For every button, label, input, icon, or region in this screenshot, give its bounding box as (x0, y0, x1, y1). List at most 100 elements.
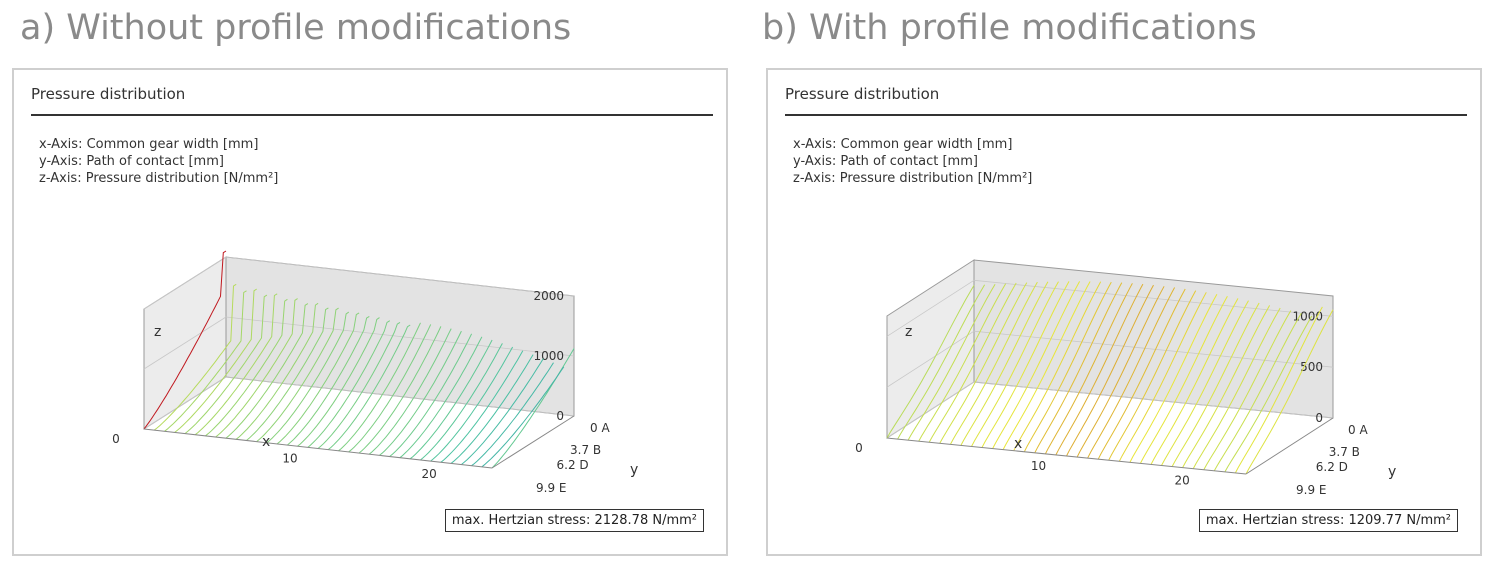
surface-curve (471, 362, 554, 467)
base-edge (886, 437, 1247, 475)
surface-curve (1171, 302, 1260, 467)
z-gridline (143, 316, 227, 370)
z-gridline (225, 316, 575, 357)
surface-curve (297, 317, 380, 447)
surface-curve (368, 328, 452, 455)
x-tick-label: 20 (422, 467, 437, 481)
surface-curve (225, 303, 309, 439)
z-tick-label: 1000 (533, 349, 564, 363)
surface-curve (1139, 295, 1228, 464)
surface-curve (960, 281, 1049, 446)
surface-curve (1213, 312, 1302, 472)
surface-curve (481, 366, 565, 468)
surface-curve (1002, 281, 1091, 450)
surface-curve (399, 336, 483, 459)
surface-curve (420, 343, 503, 461)
surface-curve (1013, 281, 1102, 451)
surface-curve (327, 324, 411, 450)
max-stress-label: max. Hertzian stress: 1209.77 N/mm² (1198, 509, 1458, 532)
x-axis-label: x (1014, 436, 1022, 452)
base-edge (143, 428, 493, 469)
y-tick-label: 6.2 D (1316, 460, 1348, 474)
surface-curve (1066, 284, 1154, 457)
y-tick-label: 0 A (590, 421, 610, 435)
y-axis-info: y-Axis: Path of contact [mm] (793, 154, 978, 169)
x-tick-label: 10 (1031, 459, 1046, 473)
chart-panel-a: Pressure distribution x-Axis: Common gea… (12, 68, 728, 556)
surface-curve (286, 315, 370, 446)
surface-curve (184, 294, 268, 434)
x-tick-label: 0 (112, 432, 120, 446)
surface-curve (1118, 292, 1207, 462)
surface-curve (1034, 282, 1123, 454)
surface-curve (430, 346, 514, 462)
surface-curve (1076, 286, 1165, 458)
surface-curve (1161, 300, 1249, 466)
surface-curve (256, 307, 339, 442)
surface-curve (266, 311, 350, 444)
base-edge (1245, 417, 1334, 475)
surface-curve (918, 283, 1007, 442)
z-tick-label: 0 (556, 409, 564, 423)
chart-panel-b: Pressure distribution x-Axis: Common gea… (766, 68, 1482, 556)
y-axis-info: y-Axis: Path of contact [mm] (39, 154, 224, 169)
surface-curve (1182, 305, 1271, 468)
surface-curve (276, 312, 360, 445)
surface-curve (992, 281, 1081, 449)
surface-curve (1087, 287, 1176, 459)
surface-curve (1055, 283, 1144, 456)
axis-info: x-Axis: Common gear width [mm] y-Axis: P… (39, 136, 278, 187)
z-axis-info: z-Axis: Pressure distribution [N/mm²] (39, 171, 279, 186)
surface-curve (1044, 283, 1133, 455)
surface-curve (246, 307, 329, 441)
axis-info: x-Axis: Common gear width [mm] y-Axis: P… (793, 136, 1032, 187)
surface-curve (1097, 288, 1186, 460)
title-divider (785, 114, 1467, 116)
surface-curve (143, 250, 227, 430)
x-tick-label: 10 (282, 452, 297, 466)
surface-curve (205, 298, 288, 437)
z-gridline (225, 256, 575, 297)
y-tick-label: 3.7 B (570, 443, 601, 457)
surface-curve (450, 354, 534, 464)
heading-without-modifications: a) Without profile modifications (20, 8, 572, 48)
surface-curve (358, 326, 442, 454)
heading-with-modifications: b) With profile modifications (762, 8, 1257, 48)
surface-plot-a[interactable]: 0 1000 2000 0 10 20 0 A 3.7 B6.2 D 9.9 E x y z (14, 70, 726, 554)
surface-curve (949, 281, 1038, 445)
title-divider (31, 114, 713, 116)
panel-title: Pressure distribution (31, 85, 186, 103)
surface-curve (1245, 309, 1334, 475)
y-tick-label: 6.2 D (557, 458, 589, 472)
surface-curve (1150, 298, 1239, 465)
surface-curve (928, 282, 1017, 443)
y-tick-label: 9.9 E (1296, 483, 1326, 497)
z-gridline (886, 279, 975, 337)
surface-curve (409, 339, 493, 460)
surface-curve (939, 282, 1028, 444)
surface-curve (1203, 310, 1292, 471)
x-axis-label: x (262, 434, 270, 450)
x-axis-info: x-Axis: Common gear width [mm] (39, 137, 259, 152)
max-stress-label: max. Hertzian stress: 2128.78 N/mm² (444, 509, 704, 532)
surface-curve (971, 281, 1059, 447)
surface-curve (235, 302, 319, 440)
surface-curve (389, 333, 473, 457)
surface-curve (981, 281, 1070, 448)
surface-curve (907, 283, 996, 441)
z-gridline (225, 376, 575, 417)
z-gridline (143, 376, 227, 430)
y-axis-label: y (630, 462, 638, 478)
surface-curve (338, 322, 421, 452)
surface-curve (174, 288, 257, 433)
y-tick-label: 0 A (1348, 423, 1368, 437)
surface-curve (1224, 315, 1313, 473)
surface-curve (1108, 290, 1197, 461)
surface-curve (1129, 293, 1218, 463)
surface-curve (886, 285, 975, 439)
surface-curve (194, 293, 278, 436)
z-axis-label: z (154, 324, 161, 340)
surface-curve (153, 283, 237, 431)
surface-curve (1192, 307, 1281, 469)
